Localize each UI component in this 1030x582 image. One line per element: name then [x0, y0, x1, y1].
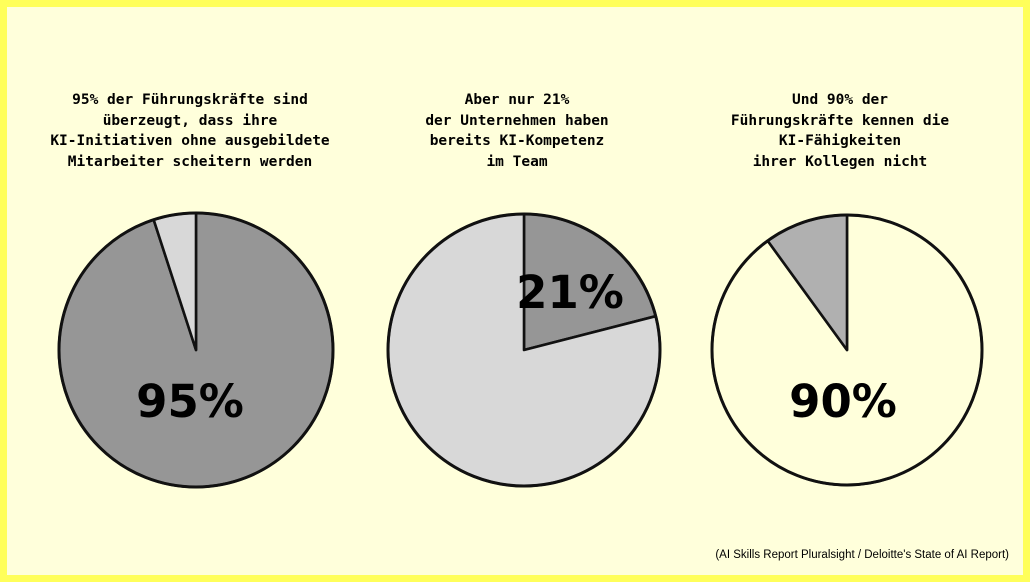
caption-line: im Team [486, 153, 548, 170]
pie-outline [710, 213, 984, 487]
pie-chart: 21% [386, 212, 662, 488]
pie-panel-leaders-convinced: 95% der Führungskräfte sind überzeugt, d… [25, 7, 355, 575]
caption-line: Mitarbeiter scheitern werden [67, 153, 313, 170]
pie-percentage-label: 95% [136, 375, 244, 428]
pie-chart: 90% [710, 213, 984, 487]
caption-line: 95% der Führungskräfte sind [72, 92, 308, 108]
caption-line: der Unternehmen haben [425, 112, 609, 129]
caption-line: ihrer Kollegen nicht [752, 153, 928, 170]
pie-caption: 95% der Führungskräfte sind überzeugt, d… [25, 90, 355, 172]
caption-line: KI-Initiativen ohne ausgebildete [50, 133, 330, 149]
pie-panel-leaders-unaware: Und 90% der Führungskräfte kennen die KI… [675, 7, 1005, 575]
caption-line: Und 90% der [791, 92, 889, 108]
caption-line: bereits KI-Kompetenz [429, 133, 605, 149]
pie-chart: 95% [57, 211, 335, 489]
pie-caption: Aber nur 21% der Unternehmen haben berei… [352, 90, 682, 172]
pie-panel-companies-with-ai-skills: Aber nur 21% der Unternehmen haben berei… [352, 7, 682, 575]
pie-percentage-label: 21% [516, 266, 624, 319]
infographic-canvas: 95% der Führungskräfte sind überzeugt, d… [7, 7, 1023, 575]
source-note: (AI Skills Report Pluralsight / Deloitte… [715, 549, 1009, 561]
pie-caption: Und 90% der Führungskräfte kennen die KI… [675, 90, 1005, 172]
caption-line: überzeugt, dass ihre [102, 112, 278, 129]
caption-line: Führungskräfte kennen die [730, 112, 950, 129]
pie-outline [57, 211, 335, 489]
caption-line: KI-Fähigkeiten [778, 133, 902, 149]
pie-percentage-label: 90% [789, 375, 897, 428]
caption-line: Aber nur 21% [464, 92, 570, 108]
pie-outline [386, 212, 662, 488]
